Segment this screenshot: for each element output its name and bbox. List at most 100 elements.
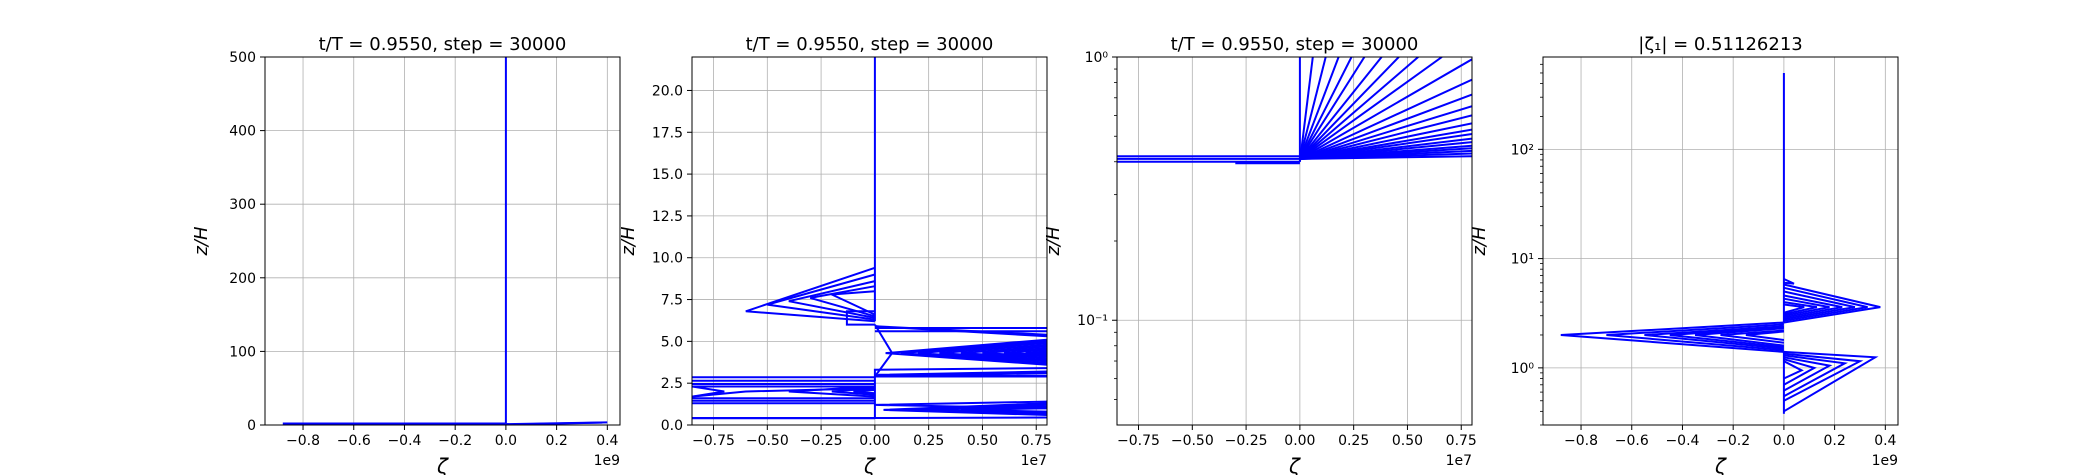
series-line-30	[831, 387, 875, 396]
series-line-6	[1299, 57, 1366, 160]
x-offset-label: 1e9	[1872, 453, 1898, 469]
series-line-17	[1783, 350, 1879, 413]
y-tick-label: 10⁰	[1511, 361, 1535, 377]
series-line-13	[1669, 326, 1785, 349]
y-tick-label: 10⁰	[1085, 50, 1109, 66]
series-line-9	[1299, 57, 1419, 160]
series-line-25	[1299, 155, 1472, 160]
series-line-12	[1644, 325, 1784, 350]
series-line-19	[1783, 354, 1849, 398]
chart-title: t/T = 0.9550, step = 30000	[319, 34, 567, 55]
x-tick-label: 0.0	[1773, 433, 1795, 449]
x-tick-label: −0.2	[438, 433, 472, 449]
y-tick-label: 300	[229, 197, 256, 213]
series-line-14	[939, 343, 1047, 361]
y-axis-label: z/H	[1469, 226, 1490, 257]
series-line-2	[745, 266, 876, 323]
series-line-18	[1783, 352, 1864, 402]
x-offset-label: 1e7	[1021, 453, 1047, 469]
x-tick-label: −0.4	[1665, 433, 1699, 449]
axes-frame	[1542, 56, 1899, 426]
x-tick-label: 0.50	[1392, 433, 1423, 449]
axes-frame	[264, 56, 621, 426]
x-axis-label: ζ	[863, 454, 876, 475]
y-axis-label: z/H	[1043, 226, 1064, 257]
x-tick-label: 0.2	[545, 433, 567, 449]
y-tick-label: 200	[229, 271, 256, 287]
x-tick-label: 0.0	[495, 433, 517, 449]
chart-panel-4: −0.8 −0.6 −0.4 −0.2 0.0 0.2 0.4 10⁰ 10¹ 10² |ζ₁| =…	[1469, 34, 1899, 475]
series-line-2	[1298, 57, 1314, 162]
series-line-11	[1606, 323, 1784, 352]
x-offset-label: 1e9	[594, 453, 620, 469]
x-offset-label: 1e7	[1446, 453, 1472, 469]
x-tick-label: −0.6	[1615, 433, 1649, 449]
series-line-12	[1299, 78, 1472, 160]
series-line-10	[1299, 57, 1443, 160]
chart-panel-1: −0.8 −0.6 −0.4 −0.2 0.0 0.2 0.4 0 100 200 300 400 50…	[191, 34, 621, 475]
series-line-7	[845, 310, 875, 326]
series-line-15	[1720, 329, 1785, 344]
series-group	[1117, 57, 1472, 165]
y-tick-label: 10.0	[652, 251, 683, 267]
x-tick-label: −0.2	[1716, 433, 1750, 449]
x-tick-label: 0.25	[913, 433, 944, 449]
series-line-13	[917, 342, 1047, 363]
y-tick-label: 400	[229, 124, 256, 140]
series-line-2	[1783, 278, 1795, 285]
axes-frame	[691, 56, 1048, 426]
x-tick-label: 0.4	[596, 433, 618, 449]
series-group	[692, 57, 1047, 420]
x-tick-label: −0.8	[286, 433, 320, 449]
x-tick-label: 0.25	[1338, 433, 1369, 449]
series-line-20	[1783, 356, 1833, 392]
series-line-4	[1783, 286, 1868, 322]
series-line-6	[1783, 294, 1843, 319]
x-tick-label: −0.50	[746, 433, 789, 449]
series-line-16	[1745, 330, 1785, 341]
series-line-22	[1783, 360, 1804, 380]
series-line-21	[1783, 358, 1817, 386]
x-tick-label: −0.25	[800, 433, 843, 449]
series-line-3	[767, 273, 876, 321]
x-tick-label: −0.4	[387, 433, 421, 449]
series-line-3	[1783, 283, 1881, 324]
y-tick-label: 500	[229, 50, 256, 66]
axes-frame	[1116, 56, 1473, 426]
series-line-19	[873, 367, 1047, 377]
series-line-22	[874, 324, 894, 378]
x-tick-label: 0.2	[1823, 433, 1845, 449]
series-line-4	[1298, 57, 1340, 160]
series-line-7	[1299, 57, 1383, 160]
series-line-13	[1299, 93, 1472, 160]
series-line-11	[885, 338, 1047, 366]
series-line-5	[810, 285, 876, 318]
x-axis-label: ζ	[1288, 454, 1301, 475]
series-group	[282, 57, 608, 425]
x-tick-label: −0.75	[1117, 433, 1160, 449]
y-tick-label: 5.0	[661, 334, 683, 350]
chart-panel-2: −0.75 −0.50 −0.25 0.00 0.25 0.50 0.75 0.0 2.5 5.0…	[618, 34, 1052, 475]
y-tick-label: 7.5	[661, 293, 683, 309]
series-line-18	[1025, 350, 1047, 355]
series-line-11	[1299, 58, 1472, 160]
y-tick-label: 2.5	[661, 376, 683, 392]
series-line-15	[960, 345, 1047, 360]
series-line-7	[1783, 297, 1830, 317]
y-axis-label: z/H	[618, 226, 639, 257]
y-tick-label: 17.5	[652, 125, 683, 141]
series-group	[1560, 73, 1881, 414]
y-tick-label: 100	[229, 344, 256, 360]
series-line-15	[1299, 114, 1472, 160]
series-line-9	[1783, 303, 1805, 314]
y-tick-label: 10²	[1511, 142, 1534, 158]
x-tick-label: 0.50	[967, 433, 998, 449]
y-tick-label: 15.0	[652, 167, 683, 183]
x-tick-label: 0.75	[1446, 433, 1477, 449]
x-tick-label: −0.8	[1564, 433, 1598, 449]
y-axis-label: z/H	[191, 226, 212, 257]
y-tick-label: 0	[247, 418, 256, 434]
series-line-6	[827, 290, 876, 316]
x-tick-label: −0.50	[1171, 433, 1214, 449]
